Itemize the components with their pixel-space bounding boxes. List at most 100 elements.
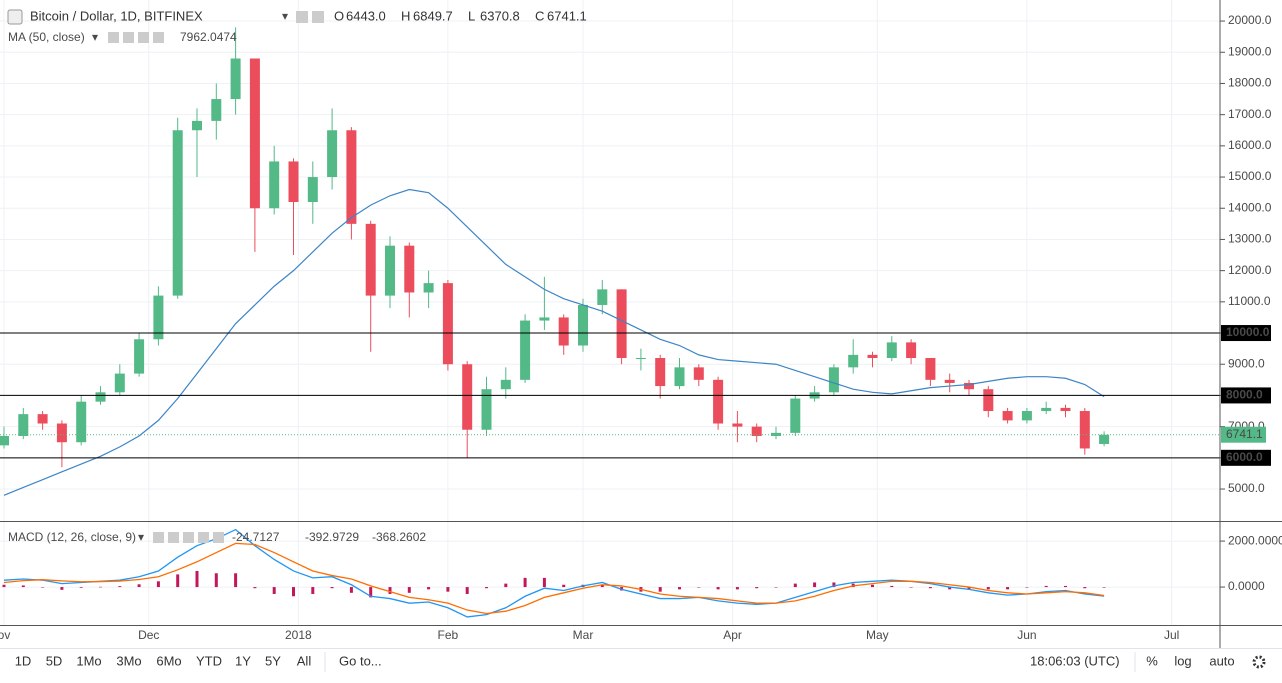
candle-body [423, 283, 434, 293]
signal-value: -368.2602 [372, 530, 426, 544]
histogram-bar [793, 583, 797, 588]
last-price-label: 6741.1 [1226, 427, 1263, 441]
icon[interactable] [153, 532, 164, 543]
candle-body [192, 120, 202, 131]
icon[interactable] [296, 11, 308, 23]
icon[interactable] [198, 532, 209, 543]
histogram-bar [234, 573, 238, 588]
range-button[interactable]: YTD [196, 653, 222, 668]
candle-body [76, 401, 87, 443]
histogram-bar [871, 584, 874, 588]
y-tick-label: 19000.0 [1228, 44, 1272, 58]
histogram-bar [523, 577, 527, 588]
y-tick-label: 20000.0 [1228, 13, 1272, 27]
histogram-bar [678, 587, 681, 590]
y-tick-label: 12000.0 [1228, 263, 1272, 277]
overlay: Bitcoin / Dollar, 1D, BITFINEX ▾ ▾ MA (5… [7, 8, 1271, 672]
histogram-bar [137, 584, 141, 588]
goto-button[interactable]: Go to... [339, 653, 382, 668]
range-button[interactable]: 1D [15, 653, 32, 668]
x-tick-label: Mar [573, 628, 594, 642]
histogram-bar [369, 587, 373, 598]
histogram-bar [813, 582, 817, 588]
candle-body [37, 414, 48, 424]
icon[interactable] [138, 32, 149, 43]
histogram-bar [21, 585, 25, 588]
plot [0, 27, 1220, 618]
y-tick-label: 5000.0 [1228, 481, 1265, 495]
level-label-bg [1221, 387, 1271, 404]
histogram-bar [1102, 587, 1106, 588]
histogram-bar [562, 584, 566, 588]
range-button[interactable]: 6Mo [156, 653, 181, 668]
histogram-bar [292, 587, 295, 597]
settings-icon[interactable] [1252, 655, 1266, 669]
histogram-bar [504, 583, 508, 588]
range-button[interactable]: 1Y [235, 653, 251, 668]
macd-label: MACD (12, 26, close, 9) [8, 530, 136, 544]
candle-body [269, 161, 280, 209]
candle-body [1002, 411, 1013, 421]
candle-body [751, 426, 762, 436]
histogram-bar [272, 587, 276, 594]
histogram-bar [446, 587, 450, 592]
candle-body [462, 364, 473, 430]
histogram-bar [195, 570, 199, 588]
candle-body [385, 245, 395, 296]
ohlc-value: 6443.0 [346, 8, 386, 23]
histogram-bar [485, 587, 488, 589]
symbol-icon[interactable] [7, 9, 23, 25]
icon[interactable] [213, 532, 224, 543]
icon[interactable] [312, 11, 324, 23]
x-tick-label: Feb [438, 628, 459, 642]
candle-body [404, 245, 415, 293]
candle-body [944, 379, 955, 383]
range-button[interactable]: 1Mo [76, 653, 101, 668]
range-button[interactable]: 3Mo [116, 653, 141, 668]
histogram-bar [774, 587, 778, 588]
candle-body [442, 283, 453, 365]
candle-body [558, 317, 569, 346]
histogram-bar [2, 584, 6, 588]
histogram-bar [1083, 587, 1087, 589]
range-button[interactable]: 5D [46, 653, 63, 668]
icon[interactable] [108, 32, 119, 43]
histogram-bar [1025, 587, 1029, 588]
ohlc-value: 6370.8 [480, 8, 520, 23]
candle-body [211, 99, 222, 121]
candle-body [288, 161, 299, 203]
icon[interactable] [168, 532, 179, 543]
option-button[interactable]: % [1146, 653, 1158, 668]
ohlc-key: H [401, 8, 410, 23]
icon[interactable] [153, 32, 164, 43]
ma-label: MA (50, close) [8, 30, 85, 44]
histogram-bar [735, 587, 739, 590]
ohlc-value: 6741.1 [547, 8, 587, 23]
candle-body [230, 58, 241, 100]
range-button[interactable]: All [297, 653, 312, 668]
option-button[interactable]: log [1174, 653, 1191, 668]
candle-body [1041, 407, 1052, 412]
ma-value: 7962.0474 [180, 30, 237, 44]
histogram-bar [253, 587, 257, 589]
y-tick-label: 11000.0 [1228, 294, 1271, 308]
candle-body [906, 342, 917, 358]
option-button[interactable]: auto [1209, 653, 1234, 668]
histogram-bar [967, 587, 971, 590]
candle-body [771, 432, 781, 436]
candle-body [18, 414, 29, 436]
histogram-bar [407, 587, 411, 593]
dropdown-arrow[interactable]: ▾ [138, 530, 144, 544]
histogram-bar [99, 586, 102, 588]
ohlc-key: C [535, 8, 544, 23]
icon[interactable] [183, 532, 194, 543]
dropdown-arrow[interactable]: ▾ [92, 30, 98, 44]
icon[interactable] [123, 32, 134, 43]
histogram-bar [928, 587, 932, 589]
candle-body [500, 379, 511, 390]
histogram-bar [1044, 585, 1048, 588]
level-label-bg [1221, 449, 1271, 466]
range-button[interactable]: 5Y [265, 653, 281, 668]
dropdown-arrow[interactable]: ▾ [282, 9, 288, 23]
